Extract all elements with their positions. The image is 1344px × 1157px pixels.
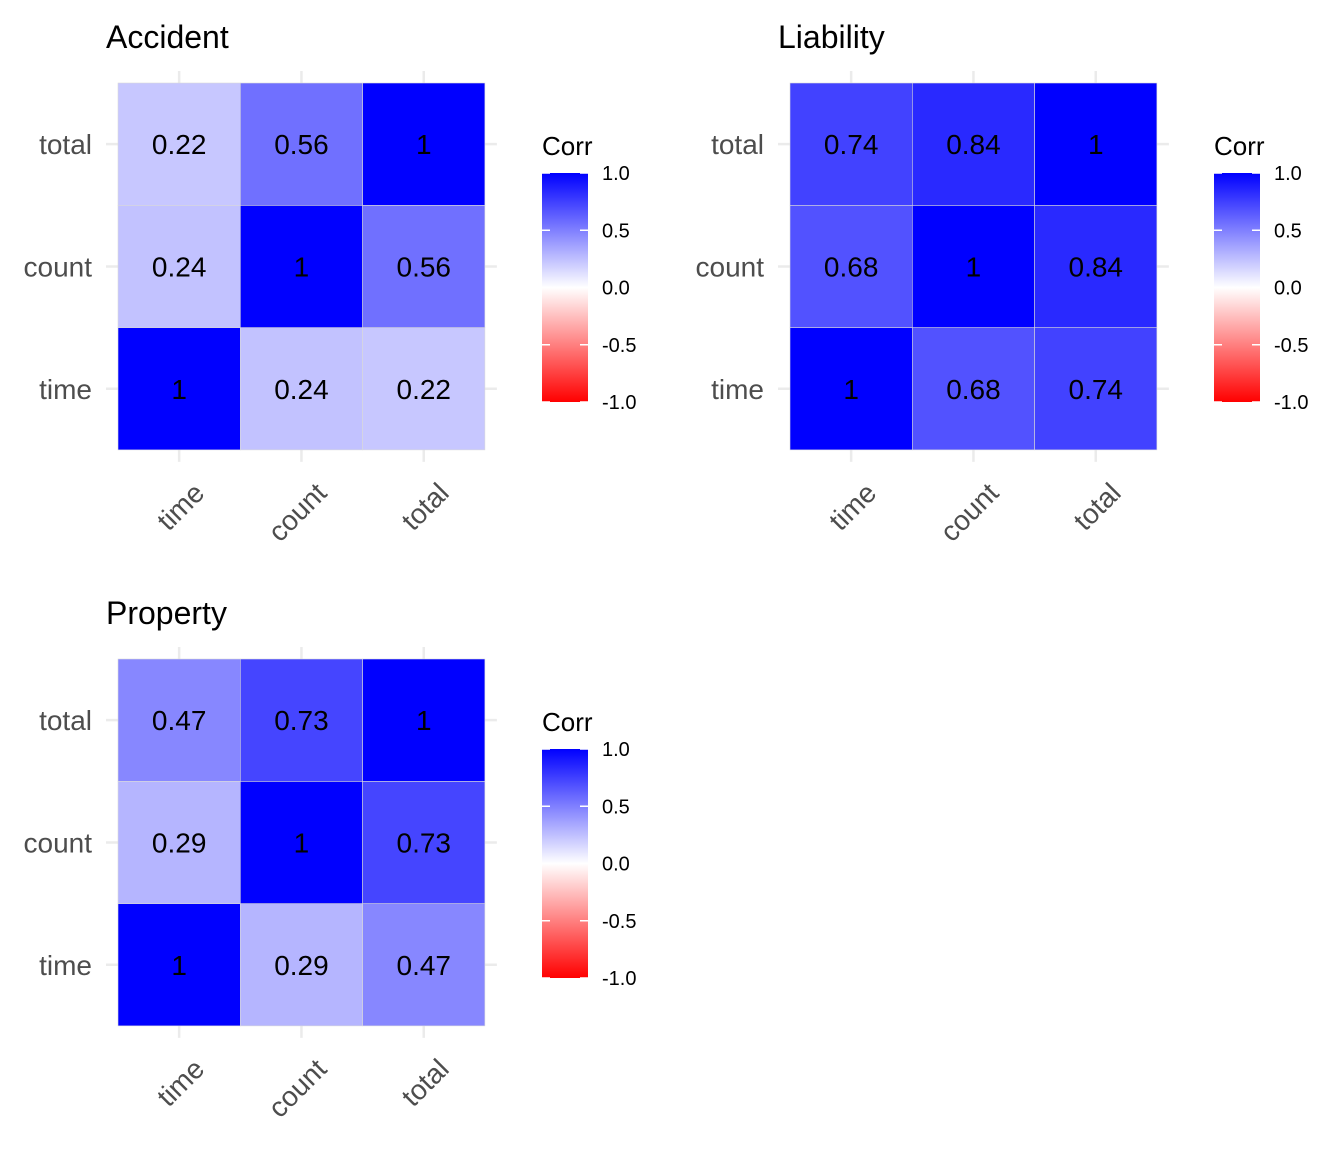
legend-tick-label: 0.0 <box>602 278 630 300</box>
cell-value-label: 0.74 <box>824 129 879 160</box>
x-tick-label: time <box>823 477 882 536</box>
legend-tick-label: 0.5 <box>602 220 630 242</box>
legend-tick-label: 0.5 <box>1274 220 1302 242</box>
legend-title: Corr <box>542 707 593 737</box>
legend: Corr 1.0 0.5 0.0 -0.5 -1.0 <box>542 707 636 990</box>
panel-title: Liability <box>778 19 885 55</box>
y-tick-label: total <box>39 705 92 736</box>
cell-value-label: 0.84 <box>1069 251 1124 282</box>
x-tick-label: total <box>1067 477 1126 536</box>
legend-title: Corr <box>542 131 593 161</box>
cell-value-label: 1 <box>416 705 432 736</box>
legend-tick-label: 1.0 <box>602 163 630 185</box>
cell-value-label: 0.24 <box>274 374 329 405</box>
heatmap-tile <box>789 327 913 451</box>
cell-value-label: 0.22 <box>397 374 452 405</box>
cell-value-label: 0.84 <box>946 129 1001 160</box>
cell-value-label: 0.68 <box>824 251 879 282</box>
x-tick-label: total <box>395 1053 454 1112</box>
y-tick-label: time <box>39 950 92 981</box>
legend-tick-label: 1.0 <box>1274 163 1302 185</box>
cell-value-label: 1 <box>416 129 432 160</box>
cell-value-label: 1 <box>294 251 310 282</box>
heatmap-tile <box>240 205 363 328</box>
heatmap-tile <box>240 780 363 904</box>
heatmap-tile <box>362 780 486 904</box>
y-tick-label: count <box>696 251 765 282</box>
cell-value-label: 0.24 <box>152 251 207 282</box>
cell-value-label: 0.29 <box>274 950 329 981</box>
cell-value-label: 1 <box>843 374 859 405</box>
cell-value-label: 1 <box>171 950 187 981</box>
legend-tick-label: -1.0 <box>1274 392 1308 414</box>
panel-title: Accident <box>106 19 229 55</box>
x-tick-label: time <box>151 1053 210 1112</box>
heatmap-tile <box>362 82 486 206</box>
legend: Corr 1.0 0.5 0.0 -0.5 -1.0 <box>1214 131 1308 414</box>
legend-tick-label: -0.5 <box>1274 335 1308 357</box>
cell-value-label: 1 <box>171 374 187 405</box>
y-tick-label: total <box>711 129 764 160</box>
heatmap-tile <box>362 903 486 1027</box>
cell-value-label: 0.68 <box>946 374 1001 405</box>
panel-title: Property <box>106 595 227 631</box>
legend-tick-label: 0.0 <box>1274 278 1302 300</box>
heatmap-tile <box>789 205 913 328</box>
heatmap-tile <box>362 658 486 782</box>
heatmap-tile <box>789 82 913 206</box>
cell-value-label: 0.73 <box>397 827 452 858</box>
legend-tick-label: -0.5 <box>602 911 636 933</box>
y-tick-label: time <box>711 374 764 405</box>
x-tick-label: count <box>262 1053 333 1124</box>
heatmap-tile <box>1034 82 1158 206</box>
heatmap-tile <box>240 82 363 206</box>
cell-value-label: 0.56 <box>397 251 452 282</box>
x-tick-label: time <box>151 477 210 536</box>
x-tick-label: count <box>934 477 1005 548</box>
legend-tick-label: -1.0 <box>602 392 636 414</box>
heatmap-tile <box>911 205 1035 328</box>
heatmap-tile <box>911 327 1035 451</box>
heatmap-tile <box>117 658 241 782</box>
heatmap-tile <box>240 658 363 782</box>
legend-tick-label: -1.0 <box>602 968 636 990</box>
x-tick-label: count <box>262 477 333 548</box>
cell-value-label: 0.74 <box>1069 374 1124 405</box>
cell-value-label: 0.22 <box>152 129 207 160</box>
cell-value-label: 0.56 <box>274 129 329 160</box>
cell-value-label: 0.29 <box>152 827 207 858</box>
heatmap-tile <box>240 903 363 1027</box>
cell-value-label: 0.47 <box>152 705 207 736</box>
heatmap-tile <box>117 903 241 1027</box>
y-tick-label: total <box>39 129 92 160</box>
cell-value-label: 1 <box>966 251 982 282</box>
heatmap-tile <box>1034 205 1158 328</box>
legend: Corr 1.0 0.5 0.0 -0.5 -1.0 <box>542 131 636 414</box>
y-tick-label: count <box>24 827 93 858</box>
heatmap-tile <box>1034 327 1158 451</box>
x-tick-label: total <box>395 477 454 536</box>
legend-tick-label: 0.0 <box>602 854 630 876</box>
legend-title: Corr <box>1214 131 1265 161</box>
cell-value-label: 0.73 <box>274 705 329 736</box>
cell-value-label: 0.47 <box>397 950 452 981</box>
heatmap-tile <box>362 327 486 451</box>
panel-liability: Liability 1 0.68 0.74 0.68 1 0.84 0.74 0.84 1 time… <box>696 19 1309 547</box>
legend-tick-label: -0.5 <box>602 335 636 357</box>
heatmap-tile <box>362 205 486 328</box>
cell-value-label: 1 <box>1088 129 1104 160</box>
legend-tick-label: 0.5 <box>602 796 630 818</box>
heatmap-tile <box>117 327 241 451</box>
heatmap-tile <box>911 82 1035 206</box>
y-tick-label: time <box>39 374 92 405</box>
cell-value-label: 1 <box>294 827 310 858</box>
y-tick-label: count <box>24 251 93 282</box>
legend-tick-label: 1.0 <box>602 739 630 761</box>
heatmap-tile <box>117 82 241 206</box>
